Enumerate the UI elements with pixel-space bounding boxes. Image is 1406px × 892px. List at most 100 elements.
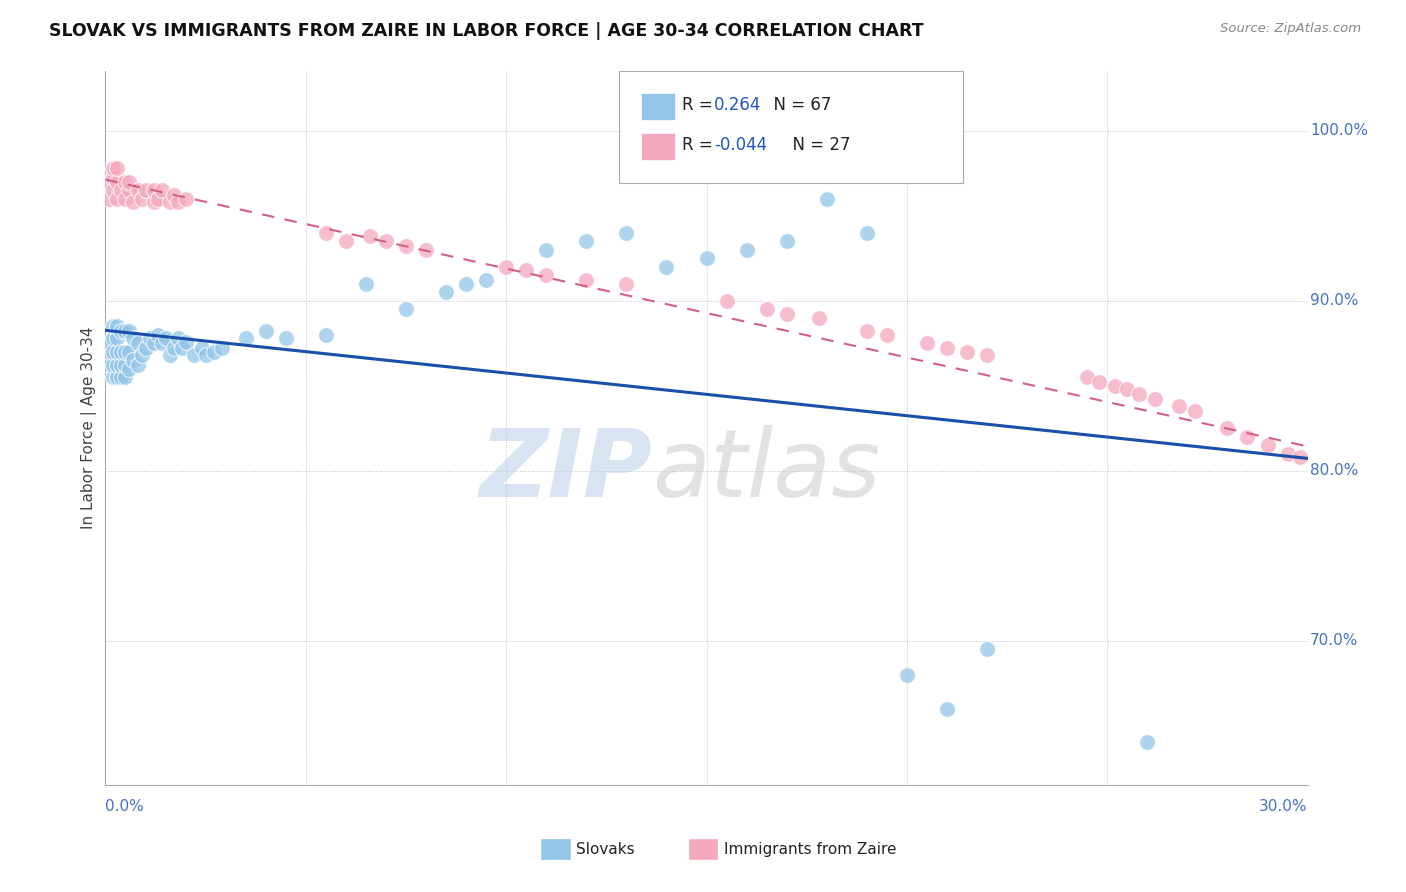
Point bbox=[936, 341, 959, 355]
Point bbox=[1357, 477, 1379, 491]
Point bbox=[616, 226, 638, 240]
Point bbox=[135, 341, 157, 355]
Text: 30.0%: 30.0% bbox=[1260, 799, 1308, 814]
Point bbox=[194, 348, 217, 362]
Point bbox=[374, 234, 398, 248]
Point bbox=[98, 192, 121, 206]
Point bbox=[190, 341, 212, 355]
Point bbox=[103, 331, 125, 345]
Point bbox=[936, 701, 959, 715]
Point bbox=[395, 239, 418, 253]
Point bbox=[755, 302, 778, 317]
Text: ZIP: ZIP bbox=[479, 425, 652, 517]
Point bbox=[107, 319, 129, 334]
Point bbox=[1305, 455, 1327, 469]
Point bbox=[1236, 430, 1258, 444]
Point bbox=[122, 353, 145, 368]
Point bbox=[1184, 404, 1206, 418]
Point bbox=[395, 302, 418, 317]
Point bbox=[515, 263, 537, 277]
Point bbox=[1329, 467, 1351, 481]
Point bbox=[142, 336, 165, 351]
Point bbox=[103, 171, 125, 186]
Point bbox=[735, 243, 758, 257]
Point bbox=[315, 327, 337, 342]
Point bbox=[1104, 378, 1126, 392]
Point bbox=[616, 277, 638, 291]
Point bbox=[1216, 421, 1239, 435]
Point bbox=[434, 285, 457, 300]
Text: -0.044: -0.044 bbox=[714, 136, 768, 154]
Point bbox=[107, 161, 129, 176]
Point bbox=[183, 348, 205, 362]
Point bbox=[107, 370, 129, 384]
Point bbox=[103, 319, 125, 334]
Point bbox=[211, 341, 233, 355]
Point bbox=[98, 334, 121, 349]
Point bbox=[114, 324, 136, 338]
Point bbox=[114, 175, 136, 189]
Point bbox=[1396, 489, 1406, 503]
Point bbox=[103, 370, 125, 384]
Point bbox=[776, 307, 799, 321]
Point bbox=[1288, 450, 1310, 464]
Point bbox=[118, 175, 141, 189]
Text: atlas: atlas bbox=[652, 425, 880, 516]
Point bbox=[103, 344, 125, 359]
Point bbox=[103, 183, 125, 197]
Text: 80.0%: 80.0% bbox=[1310, 463, 1358, 478]
Text: 90.0%: 90.0% bbox=[1310, 293, 1358, 309]
Point bbox=[534, 268, 557, 283]
Point bbox=[98, 175, 121, 189]
Point bbox=[174, 192, 197, 206]
Point bbox=[696, 252, 718, 266]
Point bbox=[135, 183, 157, 197]
Point bbox=[138, 331, 160, 345]
Point bbox=[915, 336, 938, 351]
Point bbox=[170, 341, 193, 355]
Point bbox=[155, 331, 177, 345]
Text: 0.264: 0.264 bbox=[714, 96, 762, 114]
Point bbox=[103, 359, 125, 373]
Point bbox=[118, 324, 141, 338]
Point bbox=[1144, 392, 1167, 407]
Point bbox=[110, 359, 132, 373]
Point bbox=[114, 359, 136, 373]
Point bbox=[142, 183, 165, 197]
Point bbox=[1376, 483, 1399, 498]
Point bbox=[107, 359, 129, 373]
Text: 0.0%: 0.0% bbox=[105, 799, 145, 814]
Point bbox=[159, 195, 181, 210]
Point bbox=[475, 273, 498, 287]
Point bbox=[166, 195, 188, 210]
Point bbox=[335, 234, 357, 248]
Text: 100.0%: 100.0% bbox=[1310, 123, 1368, 138]
Point bbox=[1076, 370, 1098, 384]
Point bbox=[131, 192, 153, 206]
Point bbox=[1168, 399, 1191, 413]
Point bbox=[107, 175, 129, 189]
Point bbox=[956, 344, 979, 359]
Text: N = 67: N = 67 bbox=[763, 96, 832, 114]
Point bbox=[876, 327, 898, 342]
Text: Immigrants from Zaire: Immigrants from Zaire bbox=[724, 842, 897, 856]
Point bbox=[655, 260, 678, 274]
Point bbox=[114, 192, 136, 206]
Point bbox=[110, 370, 132, 384]
Point bbox=[354, 277, 377, 291]
Point bbox=[1116, 382, 1139, 396]
Point bbox=[118, 344, 141, 359]
Point bbox=[162, 188, 184, 202]
Text: Source: ZipAtlas.com: Source: ZipAtlas.com bbox=[1220, 22, 1361, 36]
Point bbox=[146, 192, 169, 206]
Point bbox=[716, 293, 738, 308]
Point bbox=[122, 195, 145, 210]
Point bbox=[235, 331, 257, 345]
Point bbox=[110, 324, 132, 338]
Point bbox=[162, 341, 184, 355]
Point bbox=[127, 359, 149, 373]
Text: N = 27: N = 27 bbox=[782, 136, 851, 154]
Point bbox=[254, 324, 277, 338]
Point bbox=[1344, 472, 1367, 486]
Point bbox=[174, 334, 197, 349]
